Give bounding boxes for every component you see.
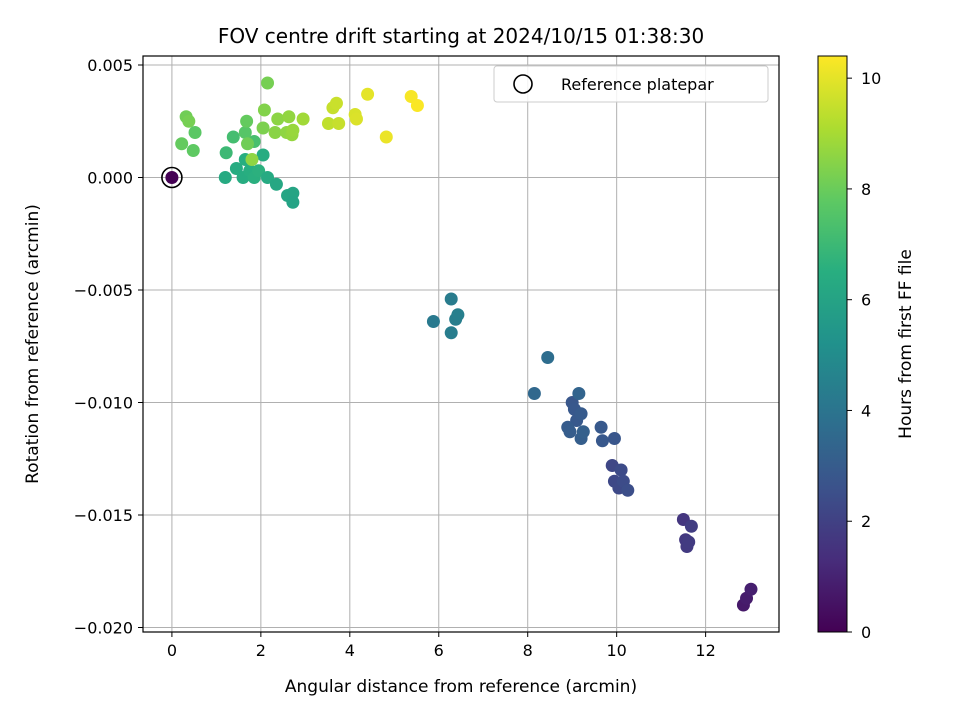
x-tick-label: 12	[695, 641, 715, 660]
y-tick-label: −0.020	[74, 619, 133, 638]
data-point	[744, 582, 758, 596]
data-point	[563, 425, 577, 439]
data-point	[219, 146, 233, 160]
legend: Reference platepar	[493, 65, 769, 103]
data-point	[182, 114, 196, 128]
scatter-points	[161, 76, 758, 612]
data-point	[361, 87, 375, 101]
colorbar-ticks: 0 2 4 6 8 10	[847, 69, 881, 642]
data-point	[426, 315, 440, 328]
data-point	[286, 186, 300, 200]
x-tick-label: 2	[256, 641, 266, 660]
colorbar-tick-label: 8	[861, 180, 871, 199]
plot-frame	[142, 55, 780, 633]
data-point	[595, 434, 609, 448]
data-point	[527, 387, 541, 400]
data-point	[614, 463, 628, 477]
y-axis: 0.005 0.000 −0.005 −0.010 −0.015 −0.020	[74, 56, 143, 638]
data-point	[349, 112, 363, 126]
x-tick-label: 6	[434, 641, 444, 660]
data-point	[268, 126, 282, 139]
data-point	[241, 137, 255, 151]
data-point	[257, 103, 271, 117]
x-tick-label: 0	[167, 641, 177, 660]
data-point	[684, 519, 698, 533]
data-point	[252, 164, 266, 178]
x-axis-label: Angular distance from reference (arcmin)	[285, 677, 637, 697]
data-point	[410, 99, 424, 112]
data-point	[451, 308, 465, 322]
y-tick-label: 0.005	[87, 56, 133, 75]
data-point	[572, 387, 586, 400]
data-point	[332, 117, 346, 130]
data-point	[282, 110, 296, 124]
legend-box	[493, 65, 769, 103]
data-point	[256, 121, 270, 135]
data-point	[621, 483, 635, 497]
data-point	[444, 326, 458, 340]
data-point	[682, 535, 696, 549]
data-point	[245, 153, 259, 166]
colorbar-gradient	[817, 55, 848, 633]
data-point	[574, 407, 588, 421]
data-point	[175, 137, 189, 151]
data-point	[296, 112, 310, 126]
data-point	[261, 171, 275, 184]
data-point	[321, 117, 335, 130]
data-point	[261, 76, 275, 90]
y-tick-label: −0.015	[74, 506, 133, 525]
legend-label: Reference platepar	[561, 75, 714, 94]
grid	[143, 56, 779, 632]
data-point	[218, 171, 232, 184]
colorbar-label: Hours from first FF file	[896, 249, 916, 439]
data-point	[541, 351, 555, 364]
data-point	[329, 96, 343, 110]
x-tick-label: 8	[523, 641, 533, 660]
y-tick-label: 0.000	[87, 169, 133, 188]
reference-marker	[161, 166, 183, 189]
data-point	[186, 144, 200, 157]
data-point	[444, 292, 458, 306]
data-point	[226, 130, 240, 144]
x-tick-label: 10	[606, 641, 626, 660]
y-tick-label: −0.005	[74, 281, 133, 300]
colorbar-tick-label: 10	[861, 69, 881, 88]
colorbar-tick-label: 0	[861, 623, 871, 642]
colorbar-tick-label: 4	[861, 401, 871, 420]
colorbar-tick-label: 6	[861, 291, 871, 310]
data-point	[286, 195, 300, 209]
x-axis: 0 2 4 6 8 10 12	[167, 632, 716, 660]
colorbar-tick-label: 2	[861, 512, 871, 531]
y-tick-label: −0.010	[74, 394, 133, 413]
data-point	[238, 126, 252, 139]
data-point	[286, 123, 300, 137]
data-point	[165, 171, 179, 184]
chart-title: FOV centre drift starting at 2024/10/15 …	[218, 24, 704, 48]
legend-marker	[513, 74, 533, 94]
data-point	[594, 420, 608, 434]
data-point	[607, 432, 621, 445]
data-point	[240, 114, 254, 128]
x-tick-label: 4	[345, 641, 355, 660]
data-point	[576, 425, 590, 439]
data-point	[256, 148, 270, 162]
data-point	[379, 130, 393, 144]
data-point	[269, 177, 283, 191]
y-axis-label: Rotation from reference (arcmin)	[23, 204, 43, 484]
data-point	[188, 126, 202, 139]
colorbar: 0 2 4 6 8 10 Hours from first FF file	[817, 55, 916, 642]
data-point	[229, 162, 243, 175]
data-point	[271, 112, 285, 126]
